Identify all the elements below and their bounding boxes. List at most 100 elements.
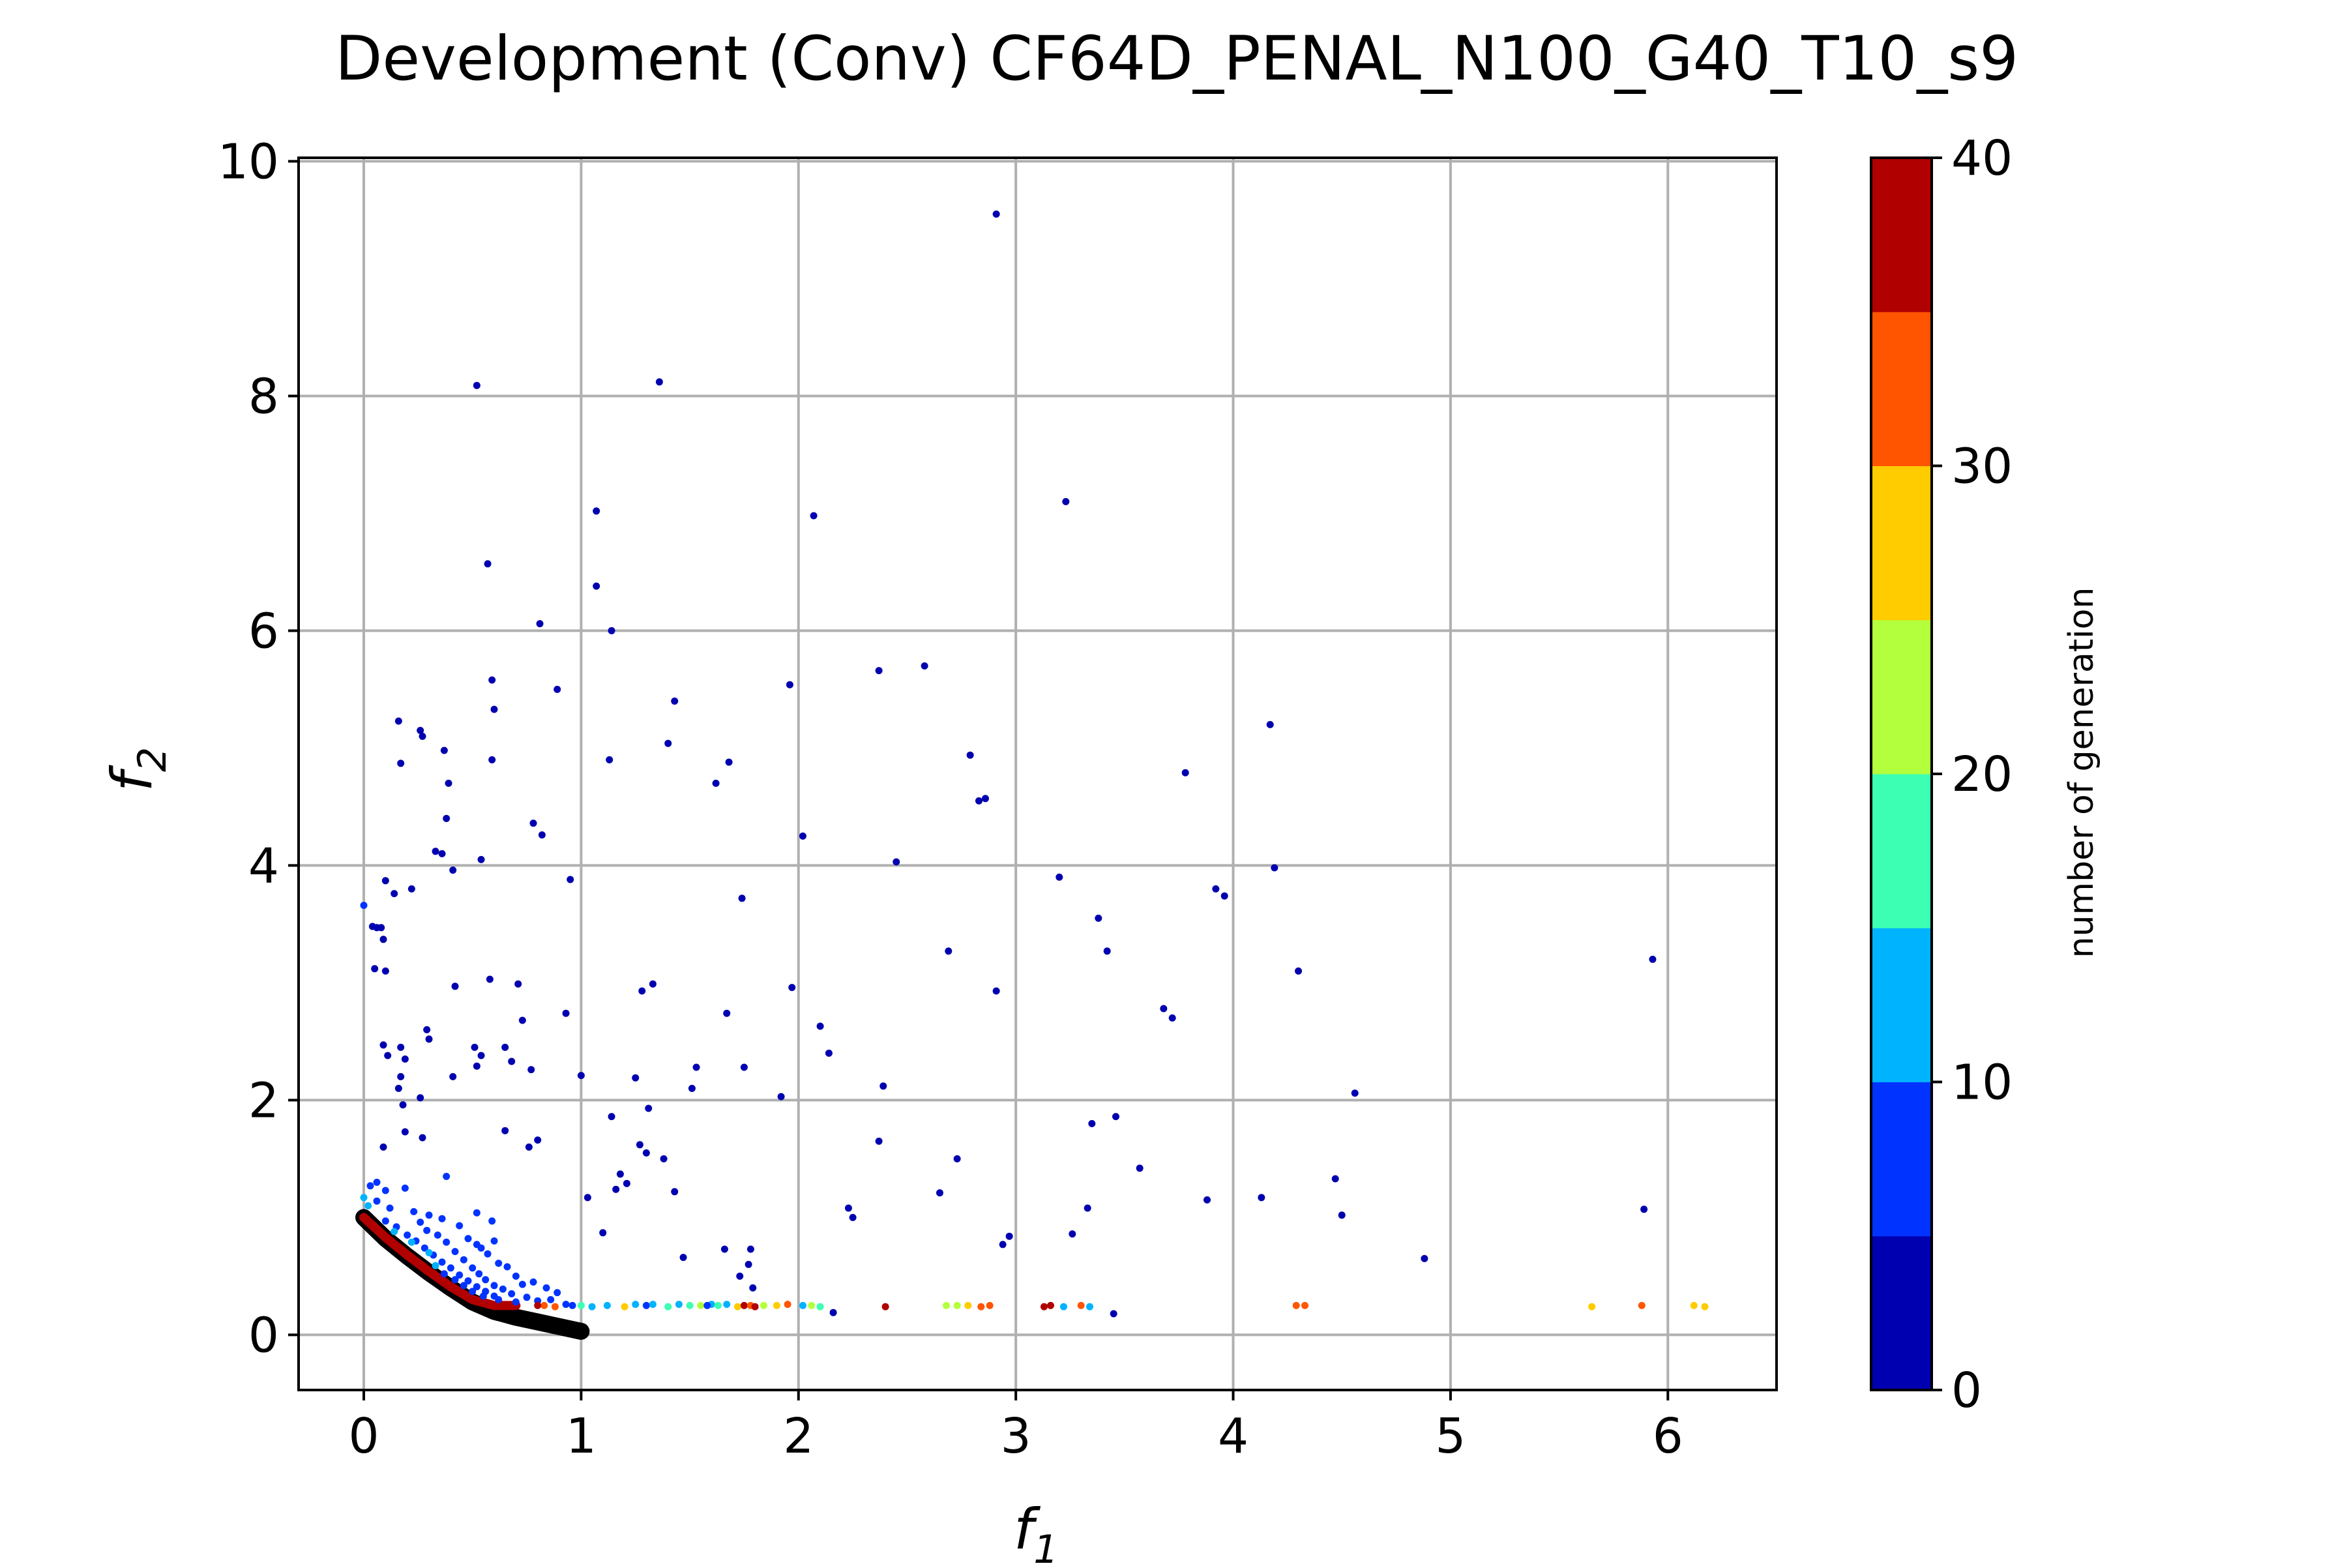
data-point-72 xyxy=(473,1062,480,1070)
data-point-77 xyxy=(449,1072,457,1080)
data-point-221 xyxy=(703,1301,711,1309)
data-point-230 xyxy=(784,1301,791,1309)
data-point-71 xyxy=(508,1058,516,1065)
data-point-90 xyxy=(534,1136,542,1144)
data-point-188 xyxy=(404,1231,411,1239)
data-point-122 xyxy=(829,1309,837,1316)
data-point-129 xyxy=(371,965,379,973)
data-point-76 xyxy=(527,1066,535,1074)
data-point-196 xyxy=(473,1283,480,1291)
y-axis-label: f2 xyxy=(100,747,175,791)
data-point-12 xyxy=(488,676,496,684)
data-point-120 xyxy=(745,1260,752,1268)
data-point-207 xyxy=(469,1288,477,1295)
data-point-53 xyxy=(486,975,494,983)
data-point-92 xyxy=(642,1149,650,1157)
colorbar-segment-3 xyxy=(1871,774,1932,928)
data-point-205 xyxy=(451,1276,459,1284)
data-point-133 xyxy=(407,885,415,893)
data-point-209 xyxy=(495,1295,503,1303)
data-point-24 xyxy=(664,739,672,747)
data-point-61 xyxy=(1168,1014,1176,1022)
data-point-34 xyxy=(529,820,537,827)
final-front-line xyxy=(359,1213,521,1310)
data-point-217 xyxy=(649,1301,657,1309)
data-point-173 xyxy=(451,1248,459,1256)
data-point-88 xyxy=(501,1127,509,1134)
data-point-75 xyxy=(740,1063,748,1071)
data-point-20 xyxy=(419,732,426,740)
data-point-22 xyxy=(488,756,496,763)
data-point-107 xyxy=(849,1213,857,1221)
data-point-5 xyxy=(1062,497,1070,505)
data-point-212 xyxy=(568,1301,576,1309)
data-point-145 xyxy=(366,1182,374,1190)
data-point-157 xyxy=(473,1209,480,1217)
data-point-256 xyxy=(540,1301,548,1309)
data-point-141 xyxy=(399,1101,407,1109)
data-point-246 xyxy=(1086,1303,1094,1310)
data-point-222 xyxy=(714,1301,722,1309)
data-point-233 xyxy=(816,1303,824,1310)
data-point-245 xyxy=(1077,1301,1085,1309)
data-point-208 xyxy=(479,1292,487,1300)
plot-frame xyxy=(297,156,1778,1391)
data-point-65 xyxy=(816,1022,824,1030)
x-tick-label-2: 2 xyxy=(783,1408,814,1464)
data-point-36 xyxy=(799,832,806,840)
data-point-85 xyxy=(645,1104,653,1112)
data-point-45 xyxy=(1212,885,1220,893)
data-point-155 xyxy=(425,1211,433,1219)
data-point-126 xyxy=(377,924,385,932)
x-axis-label-sub: 1 xyxy=(1033,1527,1058,1565)
data-point-249 xyxy=(1588,1303,1596,1310)
data-point-194 xyxy=(456,1271,464,1279)
data-point-169 xyxy=(417,1219,424,1226)
data-point-58 xyxy=(788,984,796,992)
data-point-214 xyxy=(603,1301,611,1309)
data-point-11 xyxy=(921,662,928,670)
data-point-242 xyxy=(1041,1303,1048,1310)
data-point-156 xyxy=(438,1215,446,1222)
colorbar-segment-6 xyxy=(1871,312,1932,466)
data-point-192 xyxy=(438,1258,446,1266)
data-point-174 xyxy=(460,1256,467,1264)
data-point-127 xyxy=(379,936,387,943)
data-point-153 xyxy=(386,1204,394,1212)
data-point-67 xyxy=(425,1035,433,1043)
colorbar-tick-label-2: 20 xyxy=(1951,747,2013,803)
data-point-57 xyxy=(649,980,657,988)
data-point-229 xyxy=(773,1301,780,1309)
data-point-180 xyxy=(508,1290,516,1297)
data-point-213 xyxy=(588,1303,596,1310)
plot-area: 0 1 2 3 4 5 6 0 2 4 6 8 10 xyxy=(218,134,1778,1464)
data-point-55 xyxy=(451,983,459,990)
data-point-97 xyxy=(660,1155,668,1162)
data-point-8 xyxy=(536,620,544,628)
data-point-94 xyxy=(953,1155,961,1162)
data-point-31 xyxy=(981,795,989,803)
data-point-116 xyxy=(1421,1254,1428,1262)
data-point-37 xyxy=(432,848,439,855)
data-point-250 xyxy=(1638,1301,1646,1309)
data-point-240 xyxy=(977,1303,985,1310)
data-point-178 xyxy=(490,1282,498,1290)
data-point-243 xyxy=(1047,1301,1055,1309)
data-point-152 xyxy=(373,1197,381,1205)
data-point-100 xyxy=(612,1185,620,1193)
data-point-103 xyxy=(1331,1175,1339,1183)
chart-title: Development (Conv) CF64D_PENAL_N100_G40_… xyxy=(335,23,2018,95)
data-point-121 xyxy=(749,1284,757,1292)
data-point-60 xyxy=(1160,1005,1168,1013)
data-point-175 xyxy=(469,1264,477,1272)
colorbar-segment-2 xyxy=(1871,928,1932,1082)
colorbar-segment-7 xyxy=(1871,158,1932,312)
data-point-167 xyxy=(512,1272,520,1280)
data-point-50 xyxy=(945,947,952,955)
y-tick-label-5: 10 xyxy=(218,134,279,190)
data-point-66 xyxy=(423,1026,431,1033)
data-point-181 xyxy=(523,1294,531,1301)
data-point-148 xyxy=(401,1184,409,1192)
data-point-4 xyxy=(810,512,818,520)
